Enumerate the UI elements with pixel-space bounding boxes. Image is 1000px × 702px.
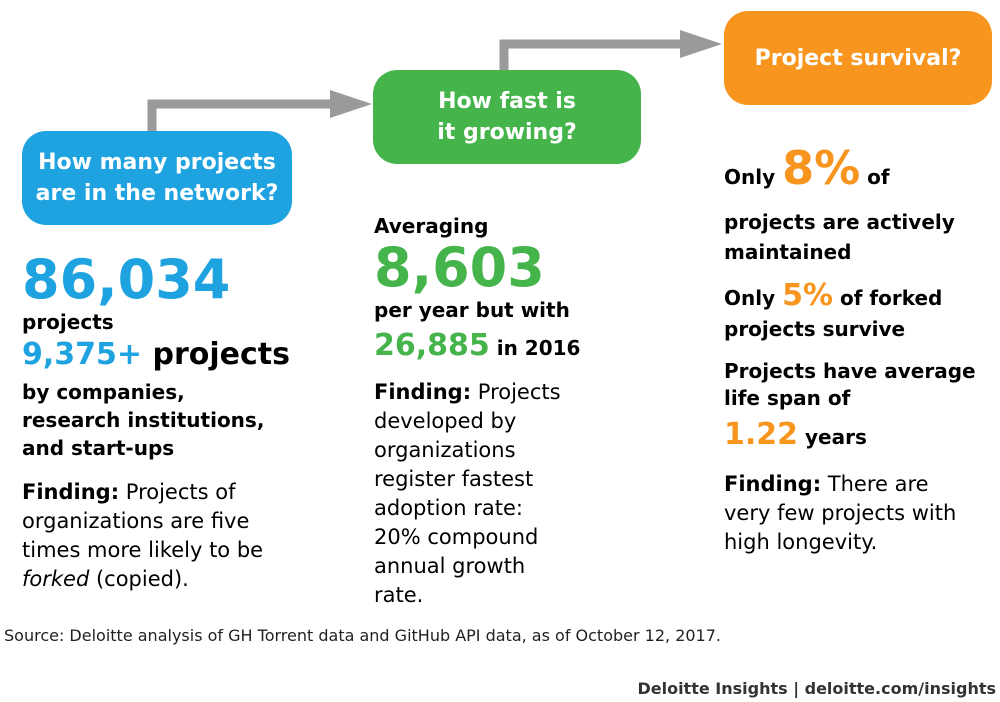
column-survival: Only 8% of projects are actively maintai… <box>724 140 994 557</box>
arrowhead-icon <box>330 90 372 118</box>
org-projects-line-2: research institutions, <box>22 408 265 432</box>
projects-2016: 26,885 in 2016 <box>374 328 581 363</box>
column-growth: Averaging 8,603 per year but with 26,885… <box>374 212 694 610</box>
source-note: Source: Deloitte analysis of GH Torrent … <box>4 626 721 645</box>
arrow-step1-to-step2 <box>147 99 330 131</box>
step-2-question: How fast is it growing? <box>373 70 641 164</box>
finding-2: Finding: Projects developed by organizat… <box>374 380 561 607</box>
growth-line: per year but with <box>374 298 570 322</box>
footer-credit: Deloitte Insights | deloitte.com/insight… <box>637 679 996 698</box>
finding-1: Finding: Projects of organizations are f… <box>22 480 264 591</box>
total-projects-unit: projects <box>22 310 114 334</box>
maintained-stat: Only 8% of <box>724 141 890 195</box>
lifespan-stat: 1.22 years <box>724 417 867 452</box>
maintained-text: projects are actively maintained <box>724 210 955 264</box>
arrowhead-icon <box>680 30 722 58</box>
yearly-average-number: 8,603 <box>374 236 545 299</box>
growth-intro: Averaging <box>374 214 489 238</box>
org-projects-line-1: by companies, <box>22 380 185 404</box>
column-projects-count: 86,034 projects 9,375+ projects by compa… <box>22 252 342 594</box>
total-projects-number: 86,034 <box>22 248 231 311</box>
step-1-question: How many projects are in the network? <box>22 131 292 225</box>
org-projects: 9,375+ projects <box>22 337 290 372</box>
finding-3: Finding: There are very few projects wit… <box>724 472 957 554</box>
forked-stat: Only 5% of forked projects survive <box>724 278 943 342</box>
step-3-question: Project survival? <box>724 11 992 105</box>
arrow-step2-to-step3 <box>499 39 680 70</box>
lifespan-text: Projects have average life span of <box>724 359 976 410</box>
org-projects-line-3: and start-ups <box>22 436 175 460</box>
